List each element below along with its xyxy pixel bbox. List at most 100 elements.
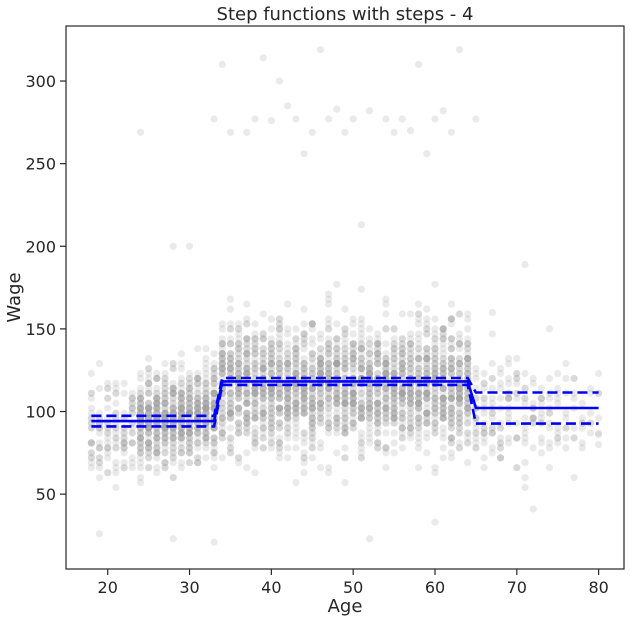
scatter-point: [431, 340, 439, 348]
scatter-point: [185, 404, 194, 412]
scatter-point: [235, 335, 243, 343]
scatter-point: [382, 325, 390, 333]
scatter-point: [136, 404, 145, 412]
scatter-point: [161, 429, 169, 437]
scatter-point: [292, 384, 300, 392]
scatter-point: [439, 107, 447, 115]
scatter-point: [136, 369, 145, 378]
scatter-point: [153, 399, 161, 407]
scatter-point: [349, 399, 357, 407]
scatter-point: [259, 355, 267, 363]
scatter-point: [562, 444, 570, 452]
scatter-point: [145, 365, 153, 373]
scatter-point: [292, 444, 300, 452]
scatter-point: [341, 350, 349, 358]
scatter-point: [226, 394, 235, 402]
scatter-point: [316, 46, 325, 54]
scatter-point: [153, 374, 161, 383]
y-tick-label: 150: [25, 320, 56, 339]
scatter-point: [357, 355, 365, 363]
scatter-point: [374, 330, 382, 338]
scatter-point: [300, 330, 308, 338]
scatter-point: [292, 419, 300, 427]
scatter-point: [202, 404, 210, 412]
scatter-point: [251, 399, 259, 407]
scatter-point: [325, 404, 333, 412]
scatter-point: [251, 389, 259, 397]
scatter-point: [357, 221, 365, 229]
scatter-point: [218, 365, 226, 373]
scatter-point: [177, 394, 185, 402]
scatter-point: [316, 360, 325, 368]
scatter-point: [185, 444, 194, 452]
scatter-point: [267, 389, 275, 397]
scatter-point: [243, 335, 251, 343]
scatter-point: [562, 424, 570, 432]
scatter-point: [341, 384, 349, 392]
scatter-point: [267, 404, 275, 412]
scatter-point: [341, 399, 349, 407]
scatter-point: [153, 434, 161, 442]
scatter-point: [243, 335, 251, 343]
scatter-point: [153, 434, 161, 442]
scatter-point: [300, 389, 308, 397]
scatter-point: [423, 345, 431, 353]
scatter-point: [226, 365, 235, 373]
scatter-point: [308, 350, 316, 358]
scatter-point: [341, 335, 349, 343]
scatter-point: [259, 365, 267, 373]
scatter-point: [251, 399, 259, 407]
scatter-point: [87, 464, 95, 472]
scatter-point: [145, 439, 153, 447]
scatter-point: [251, 355, 259, 363]
scatter-point: [169, 360, 177, 368]
scatter-point: [316, 409, 325, 417]
scatter-point: [267, 369, 275, 378]
scatter-point: [161, 399, 169, 407]
scatter-point: [153, 449, 161, 457]
scatter-point: [308, 320, 316, 328]
scatter-point: [259, 434, 267, 442]
scatter-point: [251, 414, 259, 422]
scatter-point: [349, 350, 357, 358]
scatter-point: [275, 409, 284, 417]
scatter-point: [243, 350, 251, 358]
scatter-point: [95, 530, 104, 538]
scatter-point: [333, 360, 341, 368]
scatter-point: [218, 335, 226, 343]
scatter-point: [284, 394, 292, 402]
scatter-point: [284, 409, 292, 417]
scatter-point: [210, 439, 218, 447]
scatter-point: [243, 369, 251, 378]
scatter-point: [259, 365, 267, 373]
scatter-point: [226, 404, 235, 412]
scatter-point: [226, 355, 235, 363]
scatter-point: [235, 409, 243, 417]
scatter-point: [210, 394, 218, 402]
scatter-point: [365, 369, 374, 378]
scatter-point: [341, 394, 349, 402]
scatter-point: [308, 325, 316, 333]
scatter-point: [357, 365, 365, 373]
scatter-point: [202, 444, 210, 452]
scatter-point: [505, 379, 513, 387]
scatter-point: [136, 444, 145, 452]
scatter-point: [210, 389, 218, 397]
scatter-point: [210, 389, 218, 397]
scatter-point: [333, 280, 341, 288]
scatter-point: [185, 449, 194, 457]
scatter-point: [275, 360, 284, 368]
scatter-point: [357, 409, 365, 417]
scatter-point: [325, 414, 333, 422]
scatter-point: [259, 335, 267, 343]
scatter-point: [226, 335, 235, 343]
scatter-point: [169, 429, 177, 437]
scatter-point: [537, 439, 546, 447]
scatter-point: [185, 404, 194, 412]
scatter-point: [349, 409, 357, 417]
scatter-point: [120, 444, 128, 452]
scatter-point: [210, 365, 218, 373]
scatter-point: [169, 404, 177, 412]
scatter-point: [177, 404, 185, 412]
scatter-point: [153, 399, 161, 407]
